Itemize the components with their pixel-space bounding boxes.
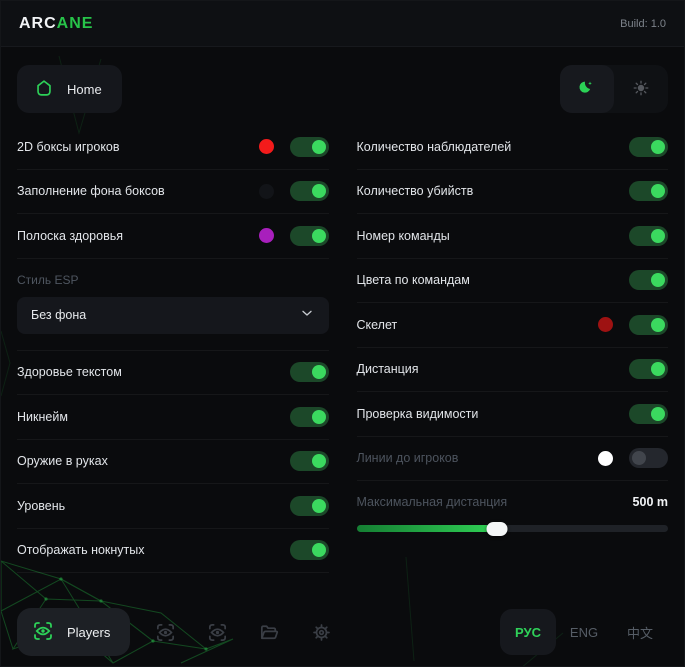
chevron-down-icon bbox=[299, 305, 315, 326]
setting-row: 2D боксы игроков bbox=[17, 125, 329, 170]
app-logo: ARCANE bbox=[19, 15, 93, 33]
setting-label: Отображать нокнутых bbox=[17, 543, 145, 558]
color-picker-dot[interactable] bbox=[258, 183, 274, 199]
setting-row: Скелет bbox=[356, 303, 668, 348]
setting-toggle[interactable] bbox=[289, 540, 329, 561]
setting-label: Цвета по командам bbox=[356, 273, 470, 288]
sun-icon bbox=[632, 79, 650, 100]
setting-label: Количество наблюдателей bbox=[356, 139, 512, 154]
color-picker-dot[interactable] bbox=[258, 228, 274, 244]
setting-row: Уровень bbox=[17, 484, 329, 529]
esp-style-selected-value: Без фона bbox=[31, 308, 87, 322]
setting-label: Скелет bbox=[356, 317, 398, 332]
home-shield-icon bbox=[33, 77, 55, 102]
setting-label: Заполнение фона боксов bbox=[17, 184, 165, 199]
setting-label: Линии до игроков bbox=[356, 451, 459, 466]
logo-text-primary: ARC bbox=[19, 14, 57, 32]
setting-label: Оружие в руках bbox=[17, 454, 108, 469]
slider-knob[interactable] bbox=[486, 521, 508, 536]
header-bar: ARCANE Build: 1.0 bbox=[1, 1, 684, 47]
light-theme-button[interactable] bbox=[614, 65, 668, 113]
setting-toggle[interactable] bbox=[289, 181, 329, 202]
setting-toggle[interactable] bbox=[289, 406, 329, 427]
nav-bar: Home bbox=[1, 65, 684, 113]
setting-row: Номер команды bbox=[356, 214, 668, 259]
setting-row: Полоска здоровья bbox=[17, 214, 329, 259]
setting-row: Дистанция bbox=[356, 348, 668, 392]
setting-row: Цвета по командам bbox=[356, 259, 668, 303]
setting-row: Количество наблюдателей bbox=[356, 125, 668, 170]
esp-style-select-group: Стиль ESP Без фона bbox=[17, 259, 329, 351]
setting-toggle[interactable] bbox=[629, 359, 668, 380]
setting-toggle[interactable] bbox=[629, 448, 668, 469]
theme-switcher bbox=[560, 65, 668, 113]
setting-toggle[interactable] bbox=[289, 362, 329, 383]
setting-toggle[interactable] bbox=[629, 181, 668, 202]
max-distance-slider-group: Максимальная дистанция 500 m bbox=[356, 481, 669, 542]
setting-label: Никнейм bbox=[17, 409, 68, 424]
tab-folder-icon[interactable] bbox=[256, 619, 282, 645]
setting-label: Номер команды bbox=[356, 228, 450, 243]
setting-label: Дистанция bbox=[356, 362, 419, 377]
setting-toggle[interactable] bbox=[629, 136, 668, 157]
color-picker-dot[interactable] bbox=[598, 450, 613, 466]
footer-icon-tabs bbox=[152, 619, 334, 645]
moon-icon bbox=[577, 78, 597, 101]
max-distance-label: Максимальная дистанция bbox=[356, 495, 508, 509]
slider-header: Максимальная дистанция 500 m bbox=[357, 495, 669, 509]
max-distance-slider[interactable] bbox=[356, 521, 668, 536]
home-tab-label: Home bbox=[67, 81, 102, 97]
setting-toggle[interactable] bbox=[289, 136, 329, 157]
footer-left-group: Players bbox=[17, 608, 334, 656]
tab-gear-icon[interactable] bbox=[308, 619, 334, 645]
max-distance-value: 500 m bbox=[632, 495, 668, 509]
color-picker-dot[interactable] bbox=[598, 317, 613, 333]
setting-toggle[interactable] bbox=[289, 225, 329, 246]
language-button-zh[interactable]: 中文 bbox=[612, 609, 668, 655]
setting-toggle[interactable] bbox=[629, 270, 668, 291]
setting-toggle[interactable] bbox=[629, 314, 668, 335]
language-switcher: РУС ENG 中文 bbox=[500, 609, 668, 655]
settings-panel: 2D боксы игроков Заполнение фона боксов … bbox=[1, 125, 684, 573]
setting-toggle[interactable] bbox=[289, 451, 329, 472]
setting-label: Проверка видимости bbox=[356, 406, 479, 421]
setting-row: Отображать нокнутых bbox=[17, 529, 329, 573]
tab-scan-eye-icon[interactable] bbox=[152, 619, 178, 645]
setting-toggle[interactable] bbox=[629, 225, 668, 246]
setting-label: Полоска здоровья bbox=[17, 228, 123, 243]
setting-label: 2D боксы игроков bbox=[17, 139, 120, 154]
build-version-label: Build: 1.0 bbox=[620, 17, 666, 30]
esp-style-dropdown[interactable]: Без фона bbox=[17, 296, 329, 334]
setting-label: Здоровье текстом bbox=[17, 365, 122, 380]
setting-row: Линии до игроков bbox=[356, 437, 668, 481]
setting-row: Заполнение фона боксов bbox=[17, 170, 329, 214]
language-button-rus[interactable]: РУС bbox=[500, 609, 556, 655]
setting-row: Здоровье текстом bbox=[17, 351, 329, 395]
setting-label: Уровень bbox=[17, 498, 66, 513]
info-settings-column: Количество наблюдателей Количество убийс… bbox=[356, 125, 669, 573]
setting-row: Оружие в руках bbox=[17, 440, 329, 484]
color-picker-dot[interactable] bbox=[258, 139, 274, 155]
tab-scan-eye-icon-2[interactable] bbox=[204, 619, 230, 645]
setting-toggle[interactable] bbox=[629, 403, 668, 424]
esp-settings-column: 2D боксы игроков Заполнение фона боксов … bbox=[17, 125, 329, 573]
logo-text-accent: ANE bbox=[56, 14, 94, 32]
players-tab-label: Players bbox=[67, 624, 111, 640]
setting-row: Никнейм bbox=[17, 395, 329, 440]
language-button-eng[interactable]: ENG bbox=[556, 609, 612, 655]
esp-style-label: Стиль ESP bbox=[17, 272, 79, 287]
setting-toggle[interactable] bbox=[289, 495, 329, 516]
players-tab-button[interactable]: Players bbox=[17, 608, 131, 656]
slider-fill bbox=[356, 525, 497, 532]
scan-eye-icon bbox=[31, 619, 55, 646]
footer-bar: Players bbox=[1, 598, 684, 666]
setting-row: Количество убийств bbox=[356, 170, 668, 214]
home-tab-button[interactable]: Home bbox=[17, 65, 122, 113]
setting-row: Проверка видимости bbox=[356, 392, 668, 437]
dark-theme-button[interactable] bbox=[560, 65, 614, 113]
setting-label: Количество убийств bbox=[356, 184, 474, 199]
